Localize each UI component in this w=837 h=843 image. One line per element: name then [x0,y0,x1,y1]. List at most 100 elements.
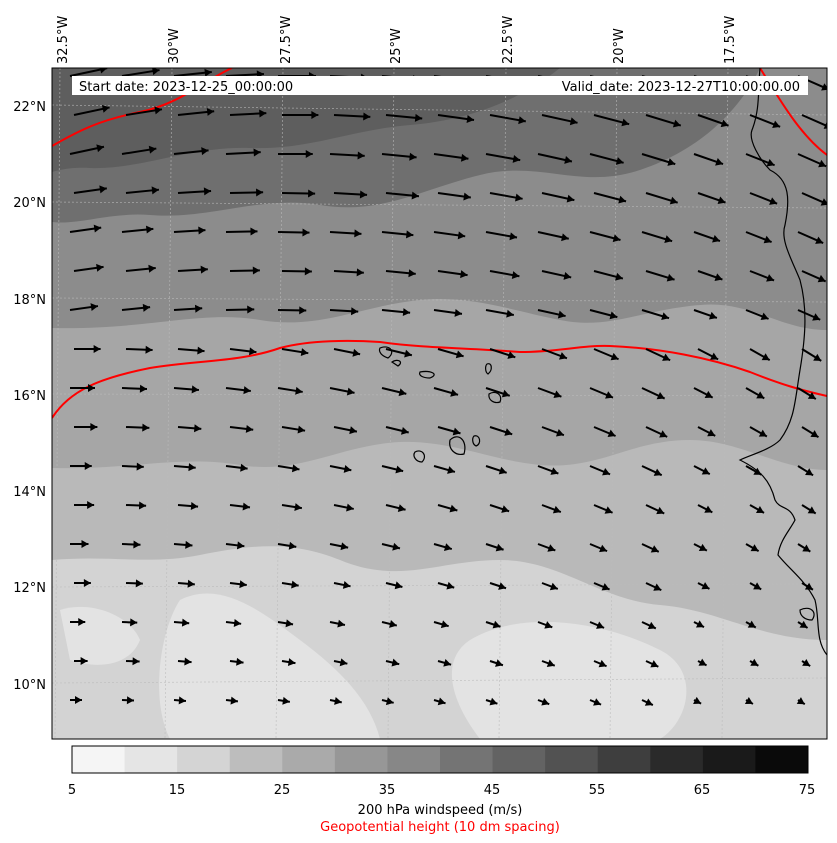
map-border [51,67,828,740]
wind-arrow-head [807,506,816,514]
wind-arrow-head [188,463,196,472]
wind-arrow-head [152,68,160,76]
wind-arrow-head [489,697,498,706]
wind-arrow-head [295,386,303,395]
wind-arrow-head [201,147,209,156]
wind-arrow-head [80,657,88,665]
wind-arrow-head [615,272,623,281]
wind-arrow-head [669,196,678,205]
wind-arrow-head [609,311,618,320]
wind-arrow-head [823,121,827,129]
lat-label: 10°N [13,678,46,693]
wind-arrow-head [154,106,162,115]
lon-label: 25°W [389,28,404,64]
wind-arrow-head [701,467,710,475]
wind-arrow-head [363,112,371,121]
wind-arrow-head [463,192,471,201]
wind-arrow-head [495,543,504,552]
wind-arrow-head [650,545,659,553]
wind-arrow-head [148,145,157,154]
wind-arrow-head [549,582,558,591]
wind-arrow-head [821,83,827,91]
wind-arrow-head [761,353,770,361]
wind-arrow-head [340,542,349,551]
wind-arrow-head [190,502,199,511]
wind-arrow-head [414,113,423,122]
wind-arrow-head [352,348,361,357]
wind-arrow-head [198,226,206,235]
wind-arrow-head [750,544,759,552]
wind-arrow-head [667,158,676,166]
wind-arrow-head [342,581,351,589]
wind-arrow-head [805,468,814,476]
colorbar-border [71,745,809,774]
wind-arrow-head [506,309,514,318]
wind-arrow-head [148,264,156,273]
wind-arrow-head [197,346,205,355]
wind-arrow-head [714,273,723,281]
wind-arrow-head [812,313,821,321]
wind-arrow-head [285,619,294,628]
wind-arrow-head [457,231,466,240]
colorbar-sublabel: Geopotential height (10 dm spacing) [320,820,560,835]
wind-arrow-head [552,505,561,514]
wind-arrow-head [566,194,575,203]
wind-arrow-head [247,305,255,314]
wind-arrow-head [653,468,662,476]
wind-arrow-head [650,660,659,668]
wind-arrow-head [184,657,192,666]
wind-arrow-head [712,234,720,243]
wind-arrow-head [455,350,464,359]
start-date-label: Start date: 2023-12-25_00:00:00 [79,80,293,95]
wind-arrow-head [766,158,775,167]
wind-arrow-head [758,429,767,437]
wind-arrow-head [392,542,400,551]
wind-arrow-head [305,150,313,158]
wind-arrow-head [297,425,306,434]
wind-arrow-head [443,658,452,667]
lat-label: 16°N [13,389,46,404]
lat-label: 20°N [13,196,46,211]
wind-arrow-head [349,426,357,435]
wind-arrow-head [569,117,578,126]
colorbar-swatch [72,746,126,773]
wind-arrow-head [495,659,503,667]
colorbar-swatch [492,746,546,773]
wind-arrow-head [454,308,462,317]
wind-arrow-head [460,270,468,279]
wind-arrow-head [90,423,98,431]
colorbar [72,746,809,773]
wind-arrow-head [99,185,107,194]
wind-arrow-head [701,582,710,590]
lat-label: 18°N [13,293,46,308]
wind-arrow-head [291,464,300,473]
wind-arrow-head [405,230,414,239]
wind-arrow-head [563,272,572,280]
wind-arrow-head [553,390,562,399]
wind-arrow-head [596,621,605,629]
wind-arrow-head [720,119,729,128]
wind-arrow-head [145,225,154,234]
colorbar-swatch [597,746,651,773]
wind-arrow-head [299,306,307,315]
wind-arrow-head [593,698,602,706]
wind-arrow-head [813,353,822,361]
wind-arrow-head [300,348,309,357]
colorbar-swatch [545,746,599,773]
wind-arrow-head [400,426,409,435]
windspeed-field-light [159,593,380,739]
wind-arrow-head [385,697,394,706]
lon-label: 27.5°W [279,16,294,64]
wind-arrow-head [756,391,765,399]
wind-arrow-head [557,310,566,319]
colorbar-swatch [650,746,704,773]
wind-arrow-head [311,111,319,119]
wind-arrow-head [343,464,352,473]
wind-arrow-head [236,657,244,666]
wind-arrow-head [411,191,419,200]
wind-arrow-head [820,198,827,206]
wind-arrow-head [395,465,404,474]
wind-arrow-head [84,462,92,470]
wind-arrow-head [132,657,140,666]
